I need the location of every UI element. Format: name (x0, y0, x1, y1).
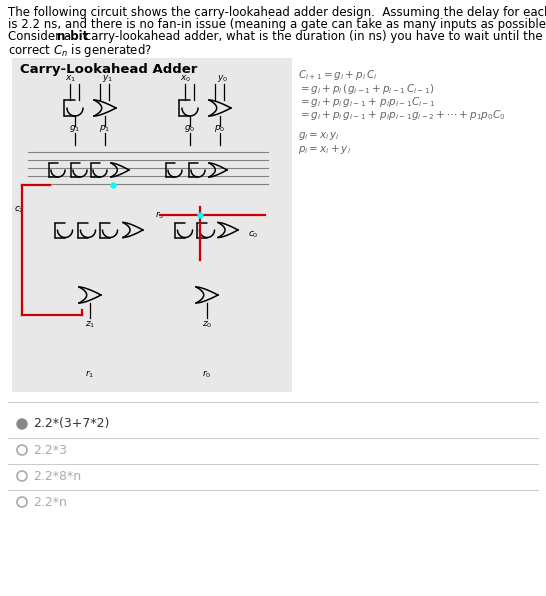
Text: $y_1$: $y_1$ (103, 73, 114, 84)
Text: 2.2*n: 2.2*n (33, 495, 67, 508)
Text: $z_0$: $z_0$ (202, 320, 212, 331)
Text: $C_{i+1} = g_i + p_i\, C_i$: $C_{i+1} = g_i + p_i\, C_i$ (298, 68, 377, 82)
Text: 2.2*(3+7*2): 2.2*(3+7*2) (33, 418, 109, 430)
Text: $g_i = x_i\, y_i$: $g_i = x_i\, y_i$ (298, 130, 340, 142)
Text: $r_0$: $r_0$ (203, 368, 212, 380)
Text: 2.2*8*n: 2.2*8*n (33, 470, 81, 483)
Text: $r_1$: $r_1$ (85, 368, 94, 380)
Text: $= g_i + p_i\,g_{i-1} +\, p_i p_{i-1} g_{i-2} + \cdots + p_1 p_0 C_0$: $= g_i + p_i\,g_{i-1} +\, p_i p_{i-1} g_… (298, 108, 506, 122)
Text: $c_0$: $c_0$ (248, 229, 259, 240)
Text: $y_0$: $y_0$ (217, 73, 229, 84)
Text: correct $C_n$ is generated?: correct $C_n$ is generated? (8, 42, 152, 59)
Text: $r_5$: $r_5$ (155, 209, 164, 221)
Text: $p_0$: $p_0$ (215, 123, 225, 134)
Text: $g_1$: $g_1$ (69, 123, 81, 134)
Text: Consider a: Consider a (8, 30, 75, 43)
Text: $= g_i + p_i\,g_{i-1} +\, p_i p_{i-1} C_{i-1}$: $= g_i + p_i\,g_{i-1} +\, p_i p_{i-1} C_… (298, 95, 435, 109)
Text: $p_1$: $p_1$ (99, 123, 111, 134)
Text: The following circuit shows the carry-lookahead adder design.  Assuming the dela: The following circuit shows the carry-lo… (8, 6, 546, 19)
Text: $x_0$: $x_0$ (180, 73, 192, 84)
Text: 2.2*3: 2.2*3 (33, 443, 67, 457)
Text: is 2.2 ns, and there is no fan-in issue (meaning a gate can take as many inputs : is 2.2 ns, and there is no fan-in issue … (8, 18, 546, 31)
Text: $g_0$: $g_0$ (185, 123, 195, 134)
Text: $c_2$: $c_2$ (14, 205, 25, 215)
Text: carry-lookahead adder, what is the duration (in ns) you have to wait until the: carry-lookahead adder, what is the durat… (81, 30, 543, 43)
Text: $p_i = x_i + y_i$: $p_i = x_i + y_i$ (298, 143, 351, 156)
Text: $z_1$: $z_1$ (85, 320, 95, 331)
Text: n-bit: n-bit (57, 30, 88, 43)
Text: Carry-Lookahead Adder: Carry-Lookahead Adder (20, 63, 197, 76)
Text: $x_1$: $x_1$ (66, 73, 76, 84)
Circle shape (17, 419, 27, 429)
Bar (12, 58, 292, 392)
Text: $= g_i + p_i\,(g_{i-1} + p_{i-1}\,C_{i-1})$: $= g_i + p_i\,(g_{i-1} + p_{i-1}\,C_{i-1… (298, 82, 435, 96)
